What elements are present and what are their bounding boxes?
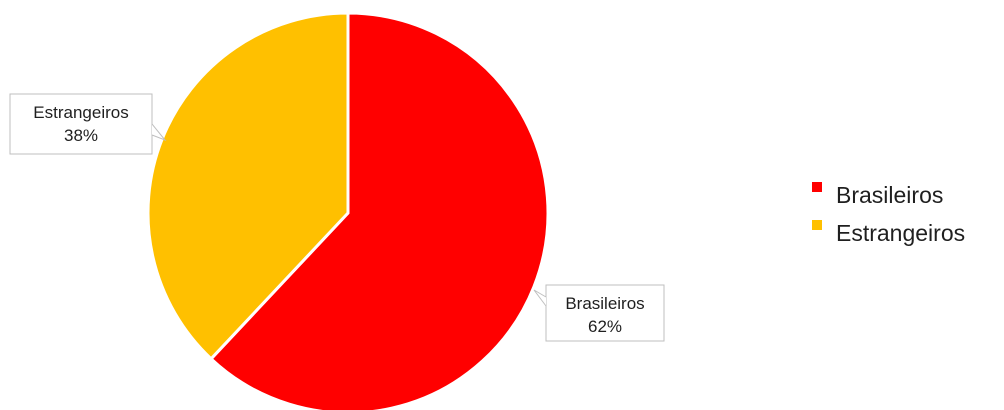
legend-swatch-brasileiros [812, 182, 822, 192]
legend-item-estrangeiros: Estrangeiros [812, 218, 1002, 256]
data-label-box-brasileiros [545, 284, 665, 342]
data-label-value-brasileiros: 62% [588, 317, 622, 336]
data-label-value-estrangeiros: 38% [64, 126, 98, 145]
legend-swatch-estrangeiros [812, 220, 822, 230]
data-label-pointer-brasileiros [533, 289, 547, 307]
legend-item-brasileiros: Brasileiros [812, 180, 1002, 218]
data-label-box-estrangeiros [9, 93, 153, 155]
legend-label-brasileiros: Brasileiros [836, 182, 944, 208]
data-label-callouts: Brasileiros 62% Estrangeiros 38% [9, 93, 665, 342]
data-label-brasileiros: Brasileiros 62% [533, 284, 665, 342]
data-label-estrangeiros: Estrangeiros 38% [9, 93, 167, 155]
legend-label-estrangeiros: Estrangeiros [836, 220, 966, 246]
legend: Brasileiros Estrangeiros [812, 180, 1002, 256]
data-label-category-estrangeiros: Estrangeiros [33, 103, 128, 122]
pie-slices [146, 11, 550, 410]
data-label-category-brasileiros: Brasileiros [565, 294, 644, 313]
data-label-pointer-estrangeiros [151, 123, 167, 142]
